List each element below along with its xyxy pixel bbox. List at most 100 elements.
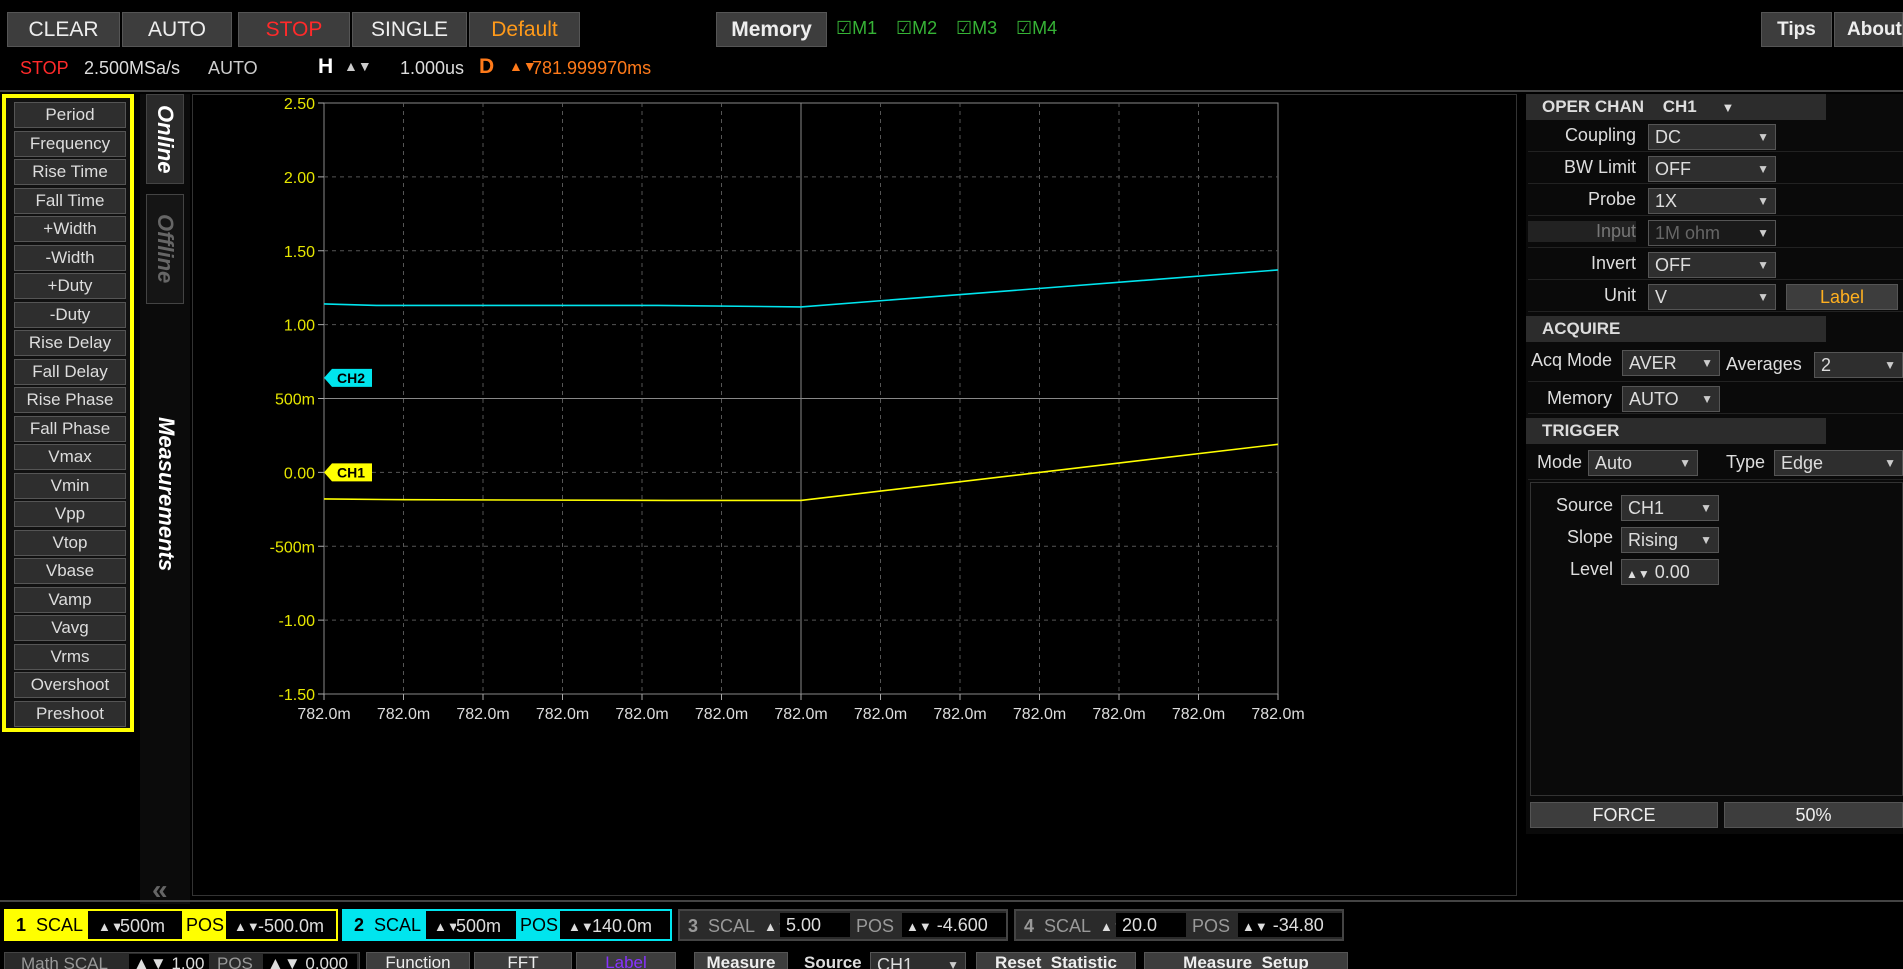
invert-select[interactable]: OFF ▼ [1648, 252, 1776, 278]
waveform-display[interactable]: 2.50 2.00 1.50 1.00 500m 0.00 -500m -1.00 -1.50 7… [192, 94, 1517, 896]
m4-checkbox[interactable]: ☑M4 [1016, 12, 1057, 47]
measurement-item[interactable]: Rise Time [14, 159, 126, 185]
ch3-box[interactable]: 3 SCAL ▲▼ 5.00 POS ▲▼ -4.600 [678, 909, 1008, 941]
clear-button[interactable]: CLEAR [7, 12, 120, 47]
ch1-position[interactable]: -500.0m [258, 916, 325, 937]
chevron-down-icon: ▼ [1757, 130, 1769, 144]
h-spin-icon[interactable]: ▲▼ [344, 58, 372, 74]
collapse-icon[interactable]: « [152, 874, 168, 905]
measure-setup-button[interactable]: Measure_Setup [1144, 952, 1348, 969]
spin-icon[interactable]: ▲▼ [568, 919, 594, 934]
measurement-item[interactable]: +Duty [14, 273, 126, 299]
ch1-scale[interactable]: 500m [120, 916, 166, 937]
memory-select[interactable]: AUTO ▼ [1622, 386, 1720, 412]
math-scale-value[interactable]: ▲▼ 1.00 [129, 954, 209, 969]
acq-mode-select[interactable]: AVER ▼ [1622, 350, 1720, 376]
ch1-marker-label: CH1 [337, 464, 365, 480]
measurement-item[interactable]: Vmin [14, 472, 126, 499]
label-button[interactable]: Label [1786, 284, 1898, 310]
measure-button[interactable]: Measure [694, 952, 788, 969]
measurement-item[interactable]: Fall Phase [14, 415, 126, 442]
ch1-marker[interactable] [324, 463, 372, 482]
d-value[interactable]: 781.999970ms [532, 58, 652, 78]
input-label: Input [1528, 221, 1636, 242]
measurement-item[interactable]: Vamp [14, 586, 126, 613]
spin-icon[interactable]: ▲▼ [234, 919, 260, 934]
default-button[interactable]: Default [469, 12, 580, 47]
measurement-item[interactable]: Overshoot [14, 672, 126, 698]
function-button[interactable]: Function [366, 952, 470, 969]
ch3-position[interactable]: ▲▼ -4.600 [902, 913, 1006, 937]
unit-value: V [1655, 287, 1668, 307]
measurement-item[interactable]: Fall Time [14, 187, 126, 214]
trigger-mode-select[interactable]: Auto ▼ [1588, 450, 1698, 476]
math-label-button[interactable]: Label [576, 952, 676, 969]
measurement-item[interactable]: Preshoot [14, 700, 126, 727]
trigger-source-select[interactable]: CH1 ▼ [1621, 495, 1719, 521]
oper-chan-select[interactable]: CH1 [1662, 97, 1697, 116]
spin-icon[interactable]: ▲▼ [434, 919, 460, 934]
math-pos-value[interactable]: ▲▼ 0.000 [263, 954, 357, 969]
bw-limit-select[interactable]: OFF ▼ [1648, 156, 1776, 182]
tips-button[interactable]: Tips [1761, 12, 1832, 47]
measurement-item[interactable]: Vpp [14, 501, 126, 527]
ch4-scale[interactable]: 20.0 [1116, 913, 1186, 937]
h-value[interactable]: 1.000us [400, 58, 465, 78]
probe-select[interactable]: 1X ▼ [1648, 188, 1776, 214]
measurement-item[interactable]: Vtop [14, 529, 126, 556]
chevron-down-icon[interactable]: ▼ [1721, 100, 1735, 115]
ch4-position[interactable]: ▲▼ -34.80 [1238, 913, 1342, 937]
x-tick-label: 782.0m [1251, 706, 1304, 723]
stop-button[interactable]: STOP [238, 12, 350, 47]
tab-online[interactable]: Online [146, 94, 184, 184]
measure-source-select[interactable]: CH1 ▼ [870, 952, 966, 969]
auto-button[interactable]: AUTO [122, 12, 232, 47]
measurement-item[interactable]: +Width [14, 216, 126, 242]
ch2-position[interactable]: 140.0m [592, 916, 653, 937]
d-spin-icon[interactable]: ▲▼ [509, 58, 537, 74]
trigger-level-spinner[interactable]: ▲▼ 0.00 [1621, 559, 1719, 585]
measurement-item[interactable]: -Duty [14, 301, 126, 328]
single-button[interactable]: SINGLE [352, 12, 467, 47]
y-tick-label: 1.00 [284, 318, 315, 335]
ch2-scale[interactable]: 500m [456, 916, 502, 937]
force-button[interactable]: FORCE [1530, 802, 1718, 828]
x-tick-label: 782.0m [1013, 706, 1066, 723]
measurement-item[interactable]: Period [14, 102, 126, 128]
measurement-item[interactable]: Rise Delay [14, 330, 126, 356]
measurement-item[interactable]: Fall Delay [14, 358, 126, 385]
coupling-select[interactable]: DC ▼ [1648, 124, 1776, 150]
measurement-item[interactable]: -Width [14, 244, 126, 271]
run-state: STOP [20, 58, 69, 78]
about-button[interactable]: About [1834, 12, 1903, 47]
averages-select[interactable]: 2 ▼ [1814, 352, 1903, 378]
m2-checkbox[interactable]: ☑M2 [896, 12, 937, 47]
measurement-item[interactable]: Rise Phase [14, 387, 126, 413]
fft-button[interactable]: FFT [474, 952, 572, 969]
measurement-item[interactable]: Vrms [14, 643, 126, 670]
ch4-box[interactable]: 4 SCAL ▲▼ 20.0 POS ▲▼ -34.80 [1014, 909, 1344, 941]
measurement-item[interactable]: Vbase [14, 558, 126, 584]
ch3-scale[interactable]: 5.00 [780, 913, 850, 937]
trigger-slope-select[interactable]: Rising ▼ [1621, 527, 1719, 553]
tab-offline[interactable]: Offline [146, 194, 184, 304]
ch1-box[interactable]: 1 SCAL ▲▼ 500m POS ▲▼ -500.0m [4, 909, 338, 941]
ch2-box[interactable]: 2 SCAL ▲▼ 500m POS ▲▼ 140.0m [342, 909, 672, 941]
ch2-marker[interactable] [324, 368, 372, 387]
y-tick-label: 2.50 [284, 96, 315, 113]
trigger-type-select[interactable]: Edge ▼ [1774, 450, 1903, 476]
tab-measurements[interactable]: Measurements [154, 416, 179, 572]
spin-icon[interactable]: ▲▼ [98, 919, 124, 934]
m1-checkbox[interactable]: ☑M1 [836, 12, 877, 47]
measurement-item[interactable]: Vavg [14, 615, 126, 641]
reset-statistic-button[interactable]: Reset_Statistic [976, 952, 1136, 969]
unit-select[interactable]: V ▼ [1648, 284, 1776, 310]
y-tick-label: -500m [270, 539, 315, 556]
fifty-percent-button[interactable]: 50% [1724, 802, 1903, 828]
x-tick-label: 782.0m [774, 706, 827, 723]
probe-value: 1X [1655, 191, 1678, 211]
measurement-item[interactable]: Vmax [14, 444, 126, 470]
measurement-item[interactable]: Frequency [14, 130, 126, 157]
memory-button[interactable]: Memory [716, 12, 827, 47]
m3-checkbox[interactable]: ☑M3 [956, 12, 997, 47]
